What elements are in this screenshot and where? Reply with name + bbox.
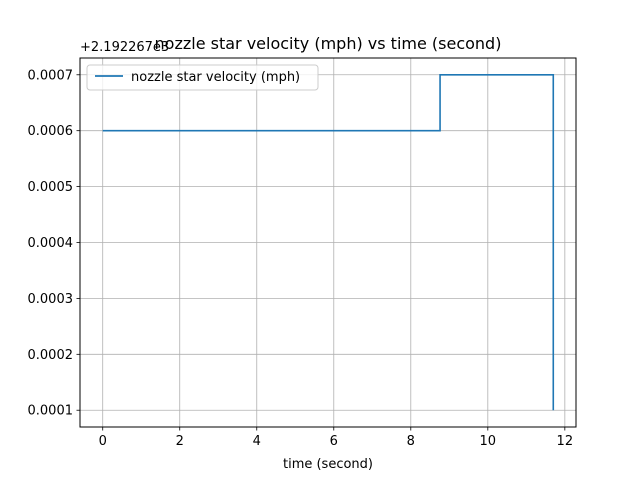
y-tick-label: 0.0002 [28, 348, 74, 363]
y-tick-label: 0.0003 [28, 292, 74, 307]
legend-series-label: nozzle star velocity (mph) [131, 70, 300, 85]
grid-layer [80, 58, 576, 427]
y-tick-label: 0.0005 [28, 180, 74, 195]
x-tick-label: 4 [253, 434, 261, 449]
x-tick-label: 10 [480, 434, 497, 449]
x-axis-label: time (second) [283, 457, 373, 472]
y-tick-label: 0.0001 [28, 404, 74, 419]
x-tick-label: 0 [99, 434, 107, 449]
x-tick-label: 12 [557, 434, 574, 449]
y-tick-label: 0.0006 [28, 124, 74, 139]
y-offset-label: +2.192267e3 [80, 40, 169, 55]
x-tick-label: 2 [176, 434, 184, 449]
series-line [102, 73, 555, 411]
chart-title: nozzle star velocity (mph) vs time (seco… [155, 34, 502, 53]
x-tick-label: 8 [407, 434, 415, 449]
legend: nozzle star velocity (mph) [86, 64, 319, 91]
y-tick-label: 0.0007 [28, 68, 74, 83]
ticks-layer: 0 2 4 6 8 10 12 0.0001 0.0002 0.0003 0.0004 0.0005 0… [28, 68, 574, 449]
legend-box [86, 64, 319, 91]
series-layer [102, 73, 555, 411]
x-tick-label: 6 [330, 434, 338, 449]
y-tick-label: 0.0004 [28, 236, 74, 251]
